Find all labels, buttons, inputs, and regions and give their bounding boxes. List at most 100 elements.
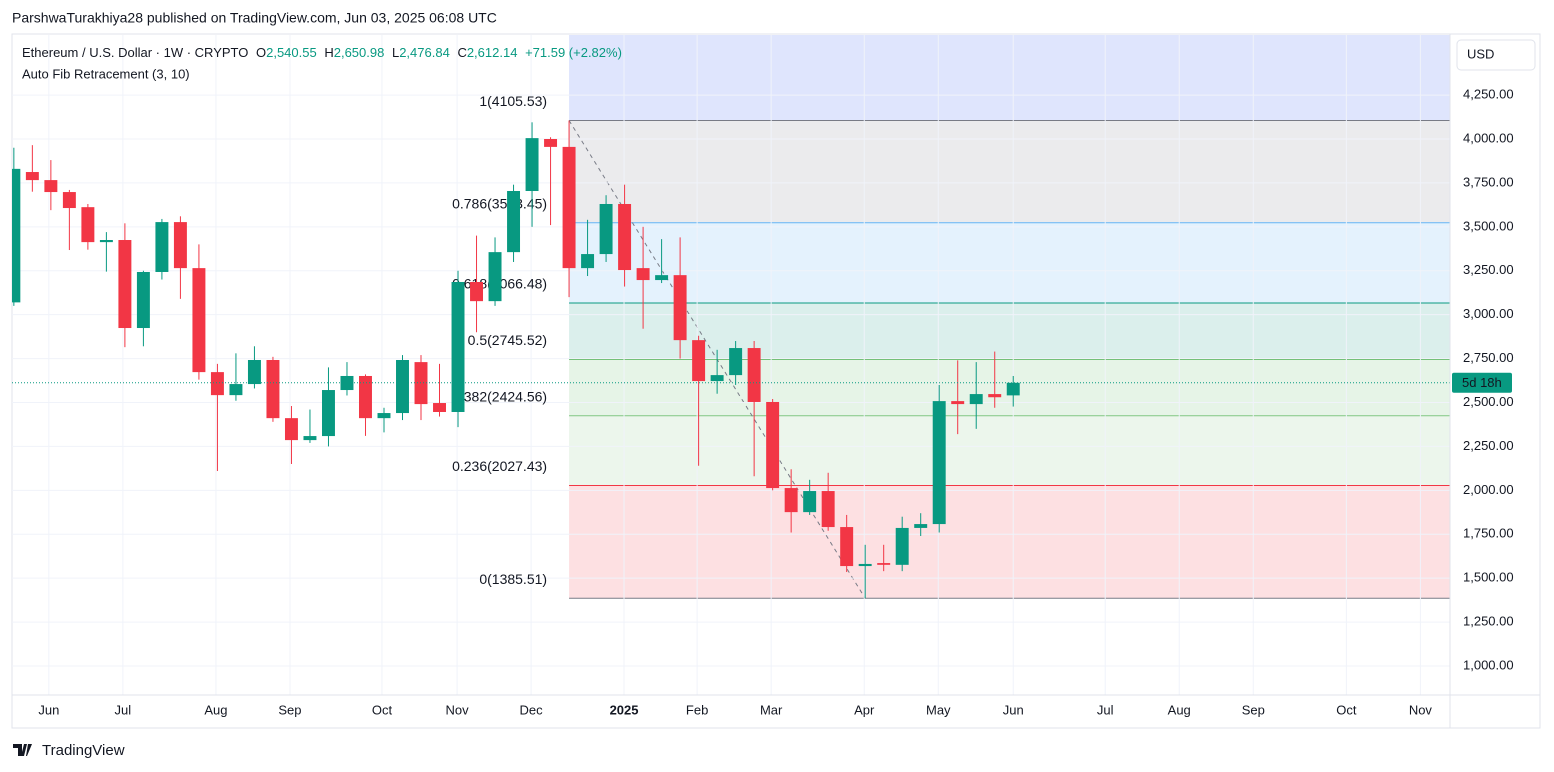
- fib-zone: [569, 35, 1450, 121]
- x-tick-label: Jul: [115, 702, 132, 717]
- candle-body: [599, 203, 613, 255]
- x-tick-label: Mar: [760, 702, 783, 717]
- fib-level-label: 0.382(2424.56): [452, 388, 547, 404]
- y-tick-label: 2,750.00: [1463, 350, 1514, 365]
- fib-zone: [569, 222, 1450, 303]
- candle-body: [25, 172, 39, 181]
- candle-body: [451, 281, 465, 412]
- candle-body: [99, 240, 113, 243]
- y-tick-label: 2,250.00: [1463, 438, 1514, 453]
- y-tick-label: 4,000.00: [1463, 130, 1514, 145]
- fib-layer: [568, 35, 1450, 599]
- candle-body: [247, 359, 261, 385]
- candle-body: [155, 222, 169, 272]
- fib-zone: [569, 302, 1450, 360]
- y-tick-label: 2,500.00: [1463, 394, 1514, 409]
- chart-legend: Ethereum / U.S. Dollar · 1W · CRYPTO O2,…: [22, 45, 622, 60]
- candle-body: [692, 340, 706, 382]
- indicator-legend: Auto Fib Retracement (3, 10): [22, 66, 190, 81]
- legend-change: +71.59 (+2.82%): [525, 45, 622, 60]
- candle-body: [173, 222, 187, 269]
- y-tick-label: 4,250.00: [1463, 87, 1514, 102]
- axis-layer: 1,000.00 1,250.00 1,500.00 1,750.00 2,000.00…: [38, 87, 1513, 718]
- fib-level-label: 0(1385.51): [479, 571, 547, 587]
- symbol-title: Ethereum / U.S. Dollar · 1W · CRYPTO: [22, 45, 248, 60]
- chart-frame: [11, 33, 1541, 729]
- candle-body: [951, 401, 965, 405]
- published-note: ParshwaTurakhiya28 published on TradingV…: [12, 10, 497, 26]
- candle-body: [581, 254, 595, 269]
- fib-level-label: 1(4105.53): [479, 93, 547, 109]
- candle-body: [470, 281, 484, 302]
- legend-value: 2,476.84: [399, 45, 450, 60]
- legend-key: L: [392, 45, 399, 60]
- candle-body: [932, 401, 946, 525]
- y-tick-label: 1,000.00: [1463, 657, 1514, 672]
- y-tick-label: 3,750.00: [1463, 174, 1514, 189]
- candle-layer: [12, 120, 1450, 599]
- currency-box[interactable]: [1456, 39, 1536, 71]
- candle-body: [136, 271, 150, 329]
- candle-body: [784, 488, 798, 513]
- fib-level-label: 0.5(2745.52): [468, 332, 547, 348]
- y-tick-label: 1,500.00: [1463, 570, 1514, 585]
- y-tick-label: 3,500.00: [1463, 218, 1514, 233]
- candle-body: [673, 275, 687, 341]
- legend-key: O: [256, 45, 266, 60]
- y-tick-label: 3,000.00: [1463, 306, 1514, 321]
- x-tick-label: Aug: [204, 702, 227, 717]
- countdown-box: [1452, 372, 1512, 393]
- candle-body: [192, 268, 206, 373]
- candle-body: [858, 563, 872, 567]
- fib-zone: [569, 120, 1450, 223]
- x-tick-label: Jun: [38, 702, 59, 717]
- candle-body: [821, 491, 835, 528]
- candle-body: [803, 491, 817, 513]
- legend-value: 2,612.14: [467, 45, 518, 60]
- candle-body: [618, 203, 632, 271]
- candle-body: [507, 190, 521, 253]
- brand-logo: TradingView: [13, 742, 125, 759]
- countdown-label: 5d 18h: [1462, 375, 1502, 390]
- candle-body: [266, 359, 280, 419]
- candle-body: [62, 192, 76, 209]
- x-tick-label: Jul: [1097, 702, 1114, 717]
- logo-mark: [13, 744, 32, 756]
- x-tick-label: Jun: [1003, 702, 1024, 717]
- candle-body: [636, 268, 650, 281]
- candle-body: [414, 362, 428, 405]
- candle-body: [895, 527, 909, 565]
- legend-key: H: [324, 45, 333, 60]
- candle-body: [729, 348, 743, 376]
- candle-body: [210, 372, 224, 396]
- grid-layer: [12, 35, 1450, 695]
- candle-body: [562, 146, 576, 269]
- candle-body: [44, 180, 58, 193]
- candle-body: [988, 394, 1002, 398]
- fib-zone: [569, 485, 1450, 599]
- candle-body: [840, 527, 854, 567]
- candle-body: [396, 359, 409, 414]
- x-tick-label: 2025: [610, 702, 639, 717]
- candle-body: [710, 375, 724, 382]
- candle-body: [81, 207, 95, 243]
- candle-body: [914, 524, 928, 528]
- currency-label[interactable]: USD: [1467, 46, 1494, 61]
- candle-body: [118, 240, 132, 329]
- x-tick-label: Aug: [1168, 702, 1191, 717]
- fib-level-label: 0.786(3523.45): [452, 195, 547, 211]
- candle-body: [321, 390, 335, 437]
- y-tick-label: 1,750.00: [1463, 526, 1514, 541]
- candle-body: [433, 403, 446, 412]
- candle-body: [303, 436, 317, 441]
- candle-body: [229, 384, 243, 396]
- candle-body: [969, 394, 983, 405]
- x-tick-label: Dec: [520, 702, 544, 717]
- x-tick-label: Nov: [446, 702, 470, 717]
- candle-body: [525, 138, 539, 191]
- fib-label-layer: 1(4105.53)0.786(3523.45)0.618(3066.48)0.…: [452, 93, 547, 587]
- legend-value: 2,540.55: [266, 45, 317, 60]
- fib-zone: [569, 415, 1450, 486]
- brand-name: TradingView: [42, 742, 125, 759]
- x-tick-label: Oct: [1336, 702, 1357, 717]
